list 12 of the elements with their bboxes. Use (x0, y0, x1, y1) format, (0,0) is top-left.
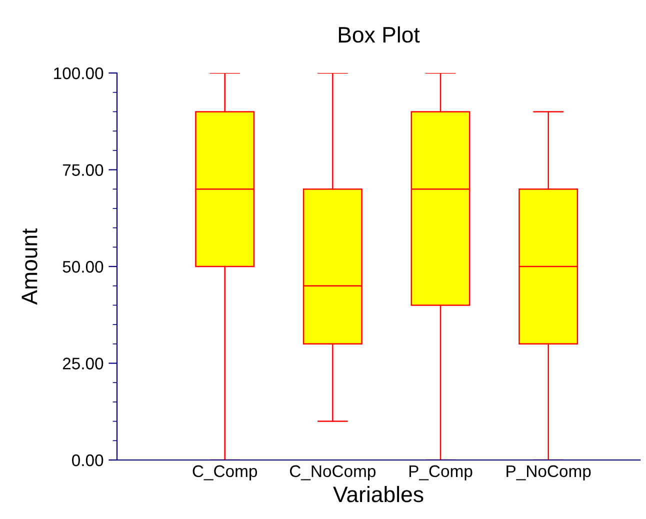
y-tick-label: 25.00 (62, 358, 104, 370)
x-axis-title: Variables (333, 486, 424, 502)
y-tick-label: 50.00 (62, 260, 104, 273)
y-tick-label: 75.00 (62, 164, 104, 176)
y-tick-label: 0.00 (72, 454, 104, 466)
y-axis-title: Amount (22, 228, 38, 305)
chart-title: Box Plot (338, 26, 420, 43)
x-tick-label: P_NoComp (506, 465, 591, 480)
x-tick-label: P_Comp (409, 465, 472, 480)
y-tick-label: 100.00 (54, 67, 104, 80)
x-tick-label: C_Comp (192, 465, 258, 480)
x-tick-label: C_NoComp (290, 465, 376, 480)
